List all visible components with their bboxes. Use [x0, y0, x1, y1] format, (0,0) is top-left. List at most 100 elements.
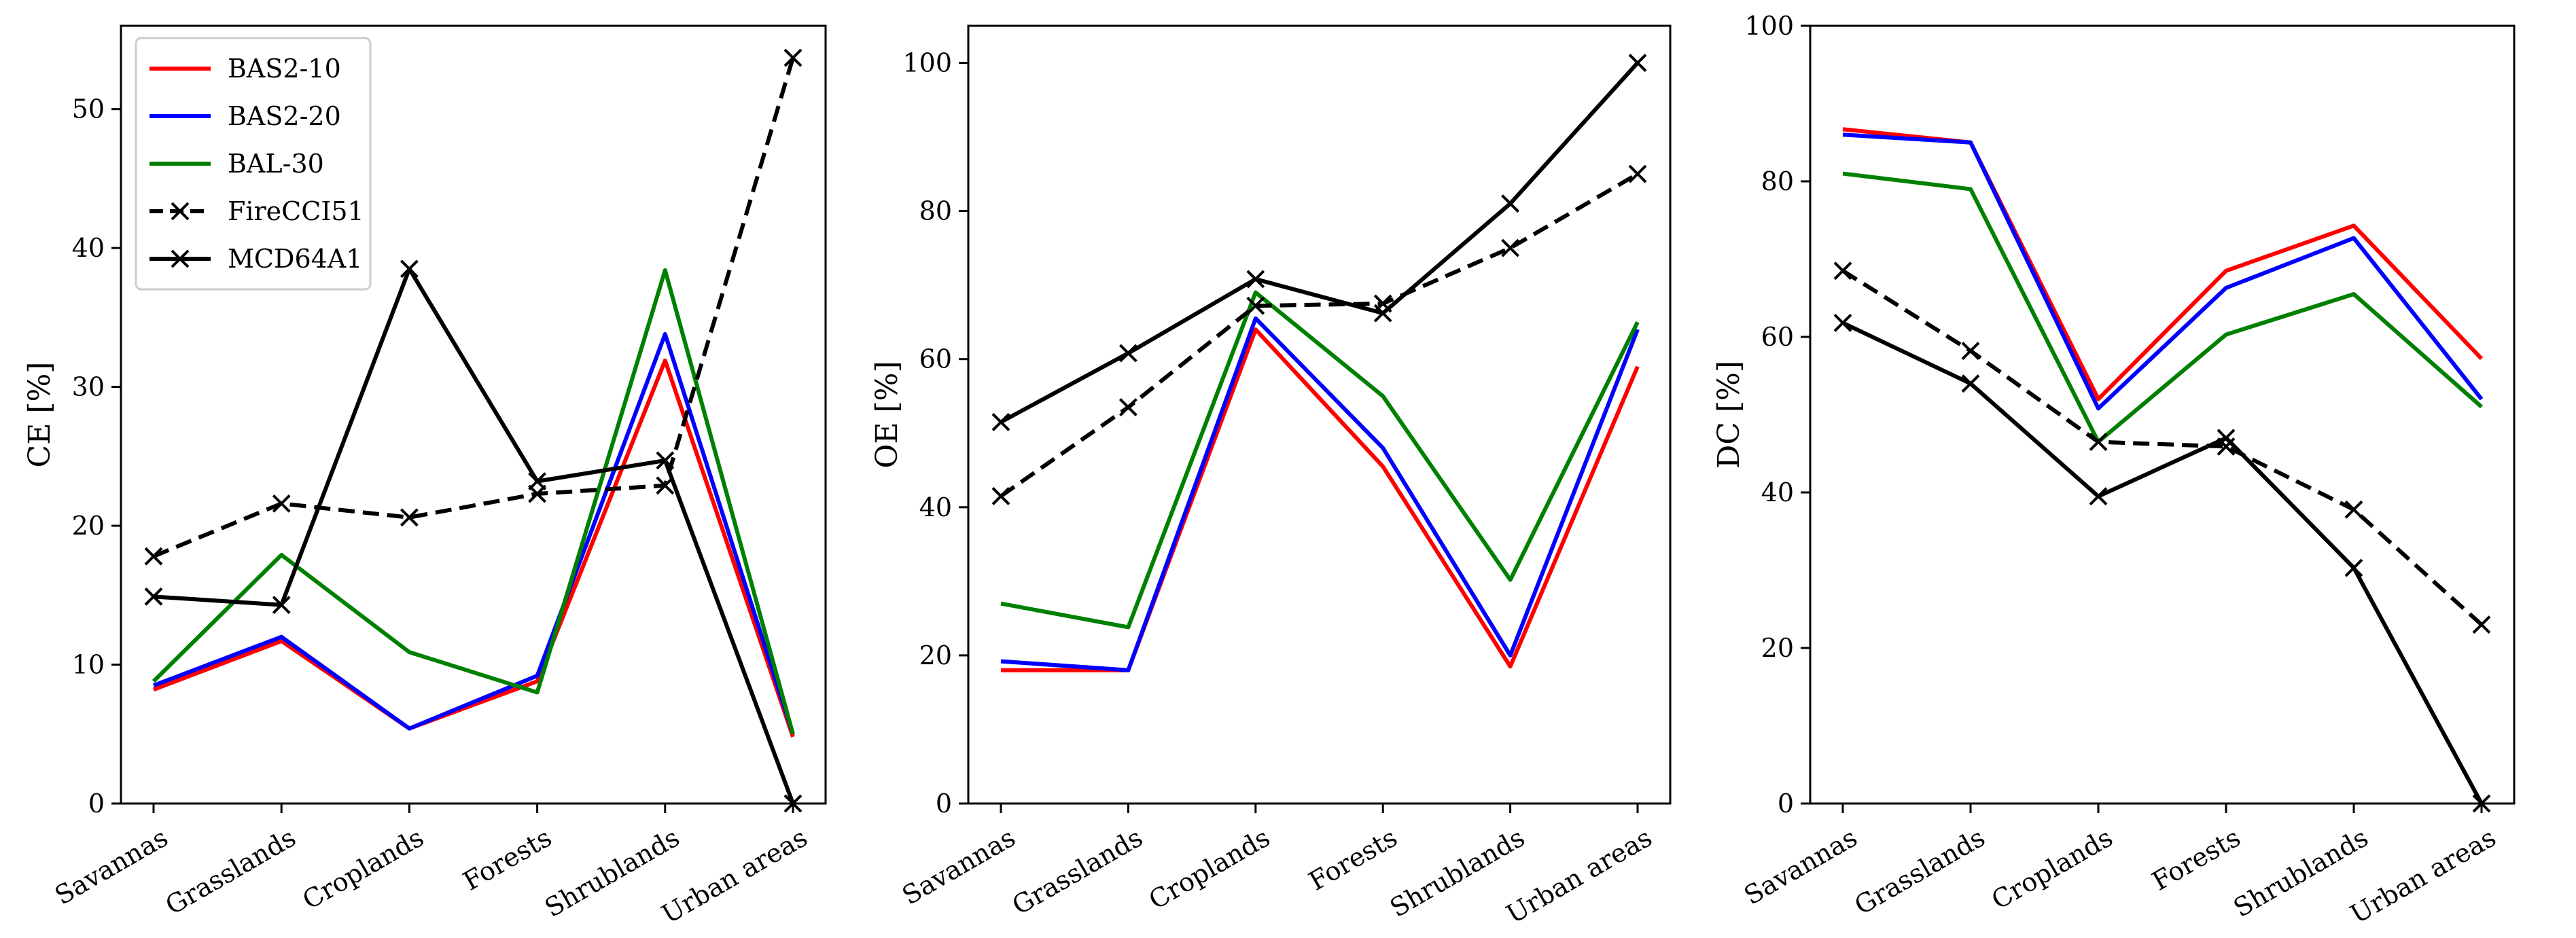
- y-axis-label: DC [%]: [1712, 361, 1746, 469]
- series-line-mcd64a1: [1000, 61, 1640, 425]
- data-point: [1961, 342, 1980, 361]
- data-point: [1118, 344, 1137, 363]
- x-tick-label-forests: Forests: [2147, 823, 2245, 897]
- legend: BAS2-10 BAS2-20 BAL-30 FireCCI51 MCD64A1: [135, 37, 372, 291]
- series-bal-30: [1000, 290, 1640, 630]
- series-bas2-20: [152, 331, 795, 735]
- y-tick-label: 100: [902, 48, 952, 78]
- series-mcd64a1: [991, 54, 1647, 431]
- y-axis-label: CE [%]: [22, 362, 57, 468]
- y-tick-label: 60: [1761, 322, 1794, 352]
- data-point: [991, 412, 1010, 431]
- data-point: [2344, 558, 2363, 577]
- x-tick-label-grasslands: Grasslands: [1007, 823, 1148, 921]
- data-point: [1833, 313, 1852, 332]
- legend-marker: [171, 249, 190, 268]
- y-tick-label: 0: [936, 789, 952, 818]
- data-point: [656, 451, 675, 470]
- data-point: [144, 587, 163, 606]
- series-bal-30: [152, 268, 795, 735]
- y-tick-label: 30: [72, 372, 105, 402]
- data-point: [991, 487, 1010, 505]
- x-tick-label-grasslands: Grasslands: [160, 823, 301, 921]
- data-point: [1246, 296, 1265, 315]
- y-tick-label: 80: [919, 196, 952, 226]
- y-tick-label: 10: [72, 650, 105, 680]
- legend-label: BAS2-10: [228, 54, 341, 84]
- x-tick-label-grasslands: Grasslands: [1850, 823, 1990, 921]
- plot-frame: [1809, 24, 2516, 805]
- x-tick-label-savannas: Savannas: [897, 823, 1020, 911]
- x-tick-label-urban-areas: Urban areas: [656, 823, 812, 930]
- data-point: [1501, 194, 1520, 213]
- legend-label: FireCCI51: [228, 196, 364, 226]
- series-bas2-20: [1842, 132, 2484, 411]
- legend-item-mcd64a1: MCD64A1: [149, 244, 362, 274]
- data-point: [1501, 238, 1520, 257]
- data-point: [528, 472, 547, 491]
- plot-frame: [120, 24, 827, 805]
- data-point: [2472, 615, 2491, 634]
- y-tick-label: 40: [72, 233, 105, 263]
- y-tick-label: 80: [1761, 166, 1794, 196]
- data-point: [2089, 487, 2108, 506]
- legend-item-firecci51: FireCCI51: [149, 196, 364, 226]
- series-bas2-10: [1842, 127, 2484, 401]
- series-firecci51: [1833, 261, 2491, 634]
- data-point: [1373, 304, 1392, 323]
- legend-label: BAS2-20: [228, 101, 341, 131]
- plot-frame: [967, 24, 1672, 805]
- legend-item-bas2-10: BAS2-10: [149, 54, 341, 84]
- series-firecci51: [144, 48, 802, 566]
- x-tick-label-urban-areas: Urban areas: [1501, 823, 1657, 930]
- x-tick-label-croplands: Croplands: [1986, 823, 2117, 916]
- x-tick-label-croplands: Croplands: [298, 823, 429, 916]
- data-point: [2217, 429, 2236, 448]
- series-line-mcd64a1: [1841, 321, 2484, 805]
- series-firecci51: [991, 164, 1647, 505]
- series-line-firecci51: [1000, 172, 1639, 498]
- data-point: [1628, 164, 1647, 183]
- series-line-bas2-20: [1842, 132, 2484, 411]
- series-mcd64a1: [144, 259, 802, 813]
- series-line-bas2-10: [152, 358, 795, 738]
- data-point: [783, 48, 802, 67]
- x-tick-label-forests: Forests: [458, 823, 557, 897]
- legend-item-bal-30: BAL-30: [149, 149, 324, 179]
- y-tick-label: 50: [72, 94, 105, 124]
- x-tick-label-forests: Forests: [1304, 823, 1402, 897]
- data-point: [272, 494, 291, 513]
- series-line-bas2-20: [1000, 316, 1640, 672]
- y-tick-label: 20: [919, 641, 952, 670]
- x-tick-label-croplands: Croplands: [1144, 823, 1275, 916]
- x-tick-label-savannas: Savannas: [1739, 823, 1862, 911]
- data-point: [400, 508, 419, 527]
- legend-marker: [171, 202, 190, 221]
- series-line-bal-30: [152, 268, 795, 735]
- series-line-bas2-20: [152, 331, 795, 735]
- series-line-firecci51: [152, 57, 795, 558]
- data-point: [272, 596, 291, 615]
- data-point: [1118, 398, 1137, 417]
- series-line-bas2-10: [1842, 127, 2484, 401]
- x-tick-label-savannas: Savannas: [50, 823, 173, 911]
- y-tick-label: 20: [72, 511, 105, 541]
- series-line-firecci51: [1841, 269, 2484, 626]
- series-bas2-10: [152, 358, 795, 738]
- y-tick-label: 0: [1778, 789, 1794, 818]
- legend-item-bas2-20: BAS2-20: [149, 101, 341, 131]
- data-point: [1246, 270, 1265, 289]
- data-point: [1628, 54, 1647, 72]
- y-tick-label: 100: [1744, 11, 1794, 41]
- data-point: [2089, 433, 2108, 451]
- data-point: [1833, 261, 1852, 281]
- series-line-bal-30: [1000, 290, 1640, 630]
- data-point: [2344, 500, 2363, 519]
- legend-box: [135, 37, 372, 291]
- data-point: [400, 259, 419, 278]
- legend-label: BAL-30: [228, 149, 324, 179]
- series-bal-30: [1842, 171, 2483, 444]
